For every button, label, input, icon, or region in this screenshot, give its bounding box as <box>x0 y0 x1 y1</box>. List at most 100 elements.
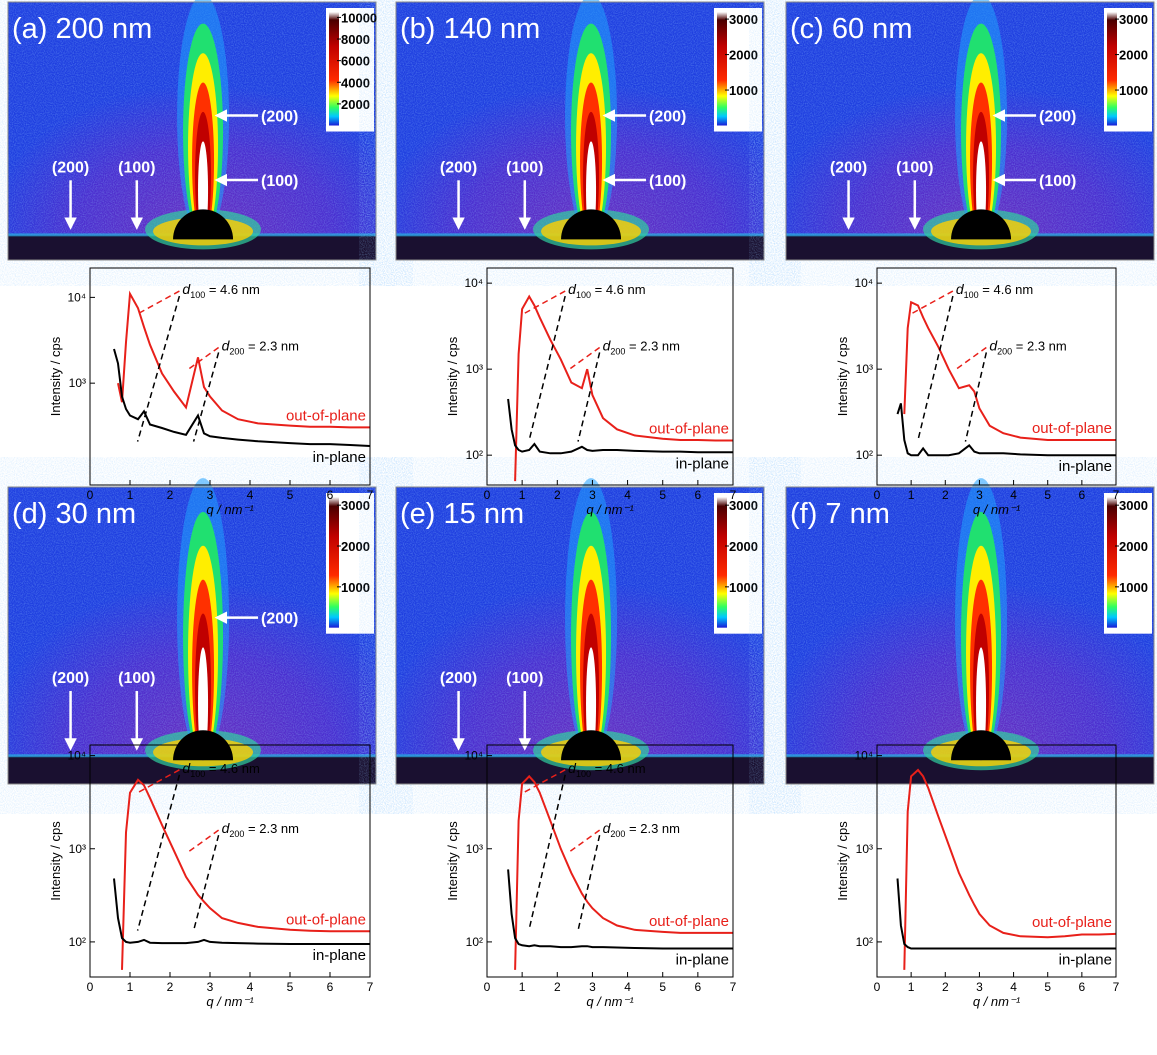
plot-frame <box>876 744 1117 978</box>
peak-label: (200) <box>261 611 298 628</box>
series-label: out-of-plane <box>649 913 729 930</box>
colorbar <box>1107 497 1117 628</box>
x-tick-label: 5 <box>659 488 666 502</box>
colorbar-tick-label: 2000 <box>341 539 370 554</box>
x-tick-label: 4 <box>247 980 254 994</box>
x-tick-label: 3 <box>589 488 596 502</box>
annotation-text: = 4.6 nm <box>591 761 646 776</box>
colorbar-tick-label: 8000 <box>341 32 370 47</box>
y-tick-label: 10³ <box>69 376 86 390</box>
x-tick-label: 2 <box>942 980 949 994</box>
plot-frame <box>89 267 371 486</box>
peak-label: (100) <box>1039 173 1076 190</box>
peak-label: (200) <box>1039 109 1076 126</box>
detector-image: (f) 7 nm 3000 2000 1000 <box>785 478 1155 785</box>
annotation-subscript: 100 <box>576 290 591 300</box>
colorbar-tick-label: 2000 <box>341 97 370 112</box>
colorbar-tick-label: 3000 <box>1119 498 1148 513</box>
annotation-symbol: d <box>182 760 191 776</box>
y-axis-label: Intensity / cps <box>48 821 63 901</box>
x-tick-label: 4 <box>624 488 631 502</box>
annotation-leader <box>577 834 601 931</box>
colorbar-tick-label: 3000 <box>729 498 758 513</box>
x-tick-label: 6 <box>327 488 334 502</box>
peak-label: (100) <box>118 670 155 687</box>
annotation-symbol: d <box>222 337 231 353</box>
x-tick-label: 5 <box>287 980 294 994</box>
y-tick-label: 10² <box>856 935 873 949</box>
annotation-subscript: 200 <box>229 829 244 839</box>
annotation-leader <box>186 346 220 372</box>
plot-frame <box>89 744 371 978</box>
x-tick-label: 7 <box>367 980 374 994</box>
line-chart: 0 1 2 3 4 5 6 7 10² 10³ 10⁴ q / nm⁻¹ Intensity / cps… <box>445 744 737 1009</box>
peak-label: (200) <box>440 159 477 176</box>
series-label: out-of-plane <box>649 421 729 438</box>
beamstop <box>951 209 1012 240</box>
x-tick-label: 0 <box>874 488 881 502</box>
annotation-leader <box>186 829 220 854</box>
series-label: out-of-plane <box>1032 914 1112 931</box>
series-label: in-plane <box>313 449 366 466</box>
annotation: d200 = 2.3 nm <box>603 820 680 839</box>
line-chart: 0 1 2 3 4 5 6 7 10² 10³ 10⁴ q / nm⁻¹ Intensity / cps… <box>835 744 1120 1009</box>
annotation: d100 = 4.6 nm <box>568 760 645 779</box>
colorbar-tick-label: 1000 <box>729 580 758 595</box>
colorbar-tick-label: 3000 <box>729 12 758 27</box>
x-tick-label: 7 <box>730 488 737 502</box>
image-frame <box>785 486 1155 785</box>
series-label: in-plane <box>676 455 729 472</box>
x-tick-label: 5 <box>1044 980 1051 994</box>
x-tick-label: 4 <box>1010 980 1017 994</box>
x-axis-label: q / nm⁻¹ <box>206 502 254 517</box>
peak-label: (100) <box>506 670 543 687</box>
y-tick-label: 10³ <box>856 362 873 376</box>
x-tick-label: 1 <box>908 980 915 994</box>
annotation-text: = 2.3 nm <box>625 821 680 836</box>
panel-title: (d) 30 nm <box>12 498 136 530</box>
panel-title: (a) 200 nm <box>12 13 152 45</box>
annotation-symbol: d <box>222 820 231 836</box>
annotation-leader <box>916 295 954 442</box>
x-tick-label: 7 <box>1113 488 1120 502</box>
series-label: in-plane <box>1059 951 1112 968</box>
line-chart: 0 1 2 3 4 5 6 7 10³ 10⁴ q / nm⁻¹ Intensity / cps out… <box>48 267 374 517</box>
y-tick-label: 10⁴ <box>464 749 483 763</box>
series-label: out-of-plane <box>1032 420 1112 437</box>
x-tick-label: 2 <box>942 488 949 502</box>
x-axis-label: q / nm⁻¹ <box>586 994 634 1009</box>
colorbar-tick-label: 3000 <box>341 498 370 513</box>
x-tick-label: 0 <box>874 980 881 994</box>
peak-label: (200) <box>649 109 686 126</box>
x-tick-label: 1 <box>127 488 134 502</box>
x-tick-label: 4 <box>1010 488 1017 502</box>
annotation-leader <box>136 774 181 931</box>
image-frame <box>395 1 765 261</box>
annotation: d100 = 4.6 nm <box>182 281 259 300</box>
panel-title: (f) 7 nm <box>790 498 890 530</box>
plot-frame <box>486 267 734 486</box>
annotation-text: = 2.3 nm <box>625 338 680 353</box>
annotation-text: = 2.3 nm <box>244 338 299 353</box>
annotation-subscript: 200 <box>610 829 625 839</box>
x-tick-label: 4 <box>247 488 254 502</box>
annotation-symbol: d <box>603 820 612 836</box>
colorbar-tick-label: 1000 <box>1119 580 1148 595</box>
colorbar <box>717 12 727 126</box>
annotation-subscript: 100 <box>190 290 205 300</box>
annotation-leader <box>136 295 181 442</box>
annotation-leader <box>964 352 988 442</box>
peak-label: (200) <box>261 109 298 126</box>
x-tick-label: 6 <box>695 980 702 994</box>
x-tick-label: 6 <box>327 980 334 994</box>
x-tick-label: 1 <box>519 488 526 502</box>
y-tick-label: 10² <box>466 448 483 462</box>
peak-label: (100) <box>649 173 686 190</box>
colorbar-tick-label: 3000 <box>1119 12 1148 27</box>
panel-title: (b) 140 nm <box>400 13 540 45</box>
series-line <box>903 300 1116 441</box>
x-tick-label: 2 <box>554 980 561 994</box>
colorbar-tick-label: 1000 <box>341 580 370 595</box>
